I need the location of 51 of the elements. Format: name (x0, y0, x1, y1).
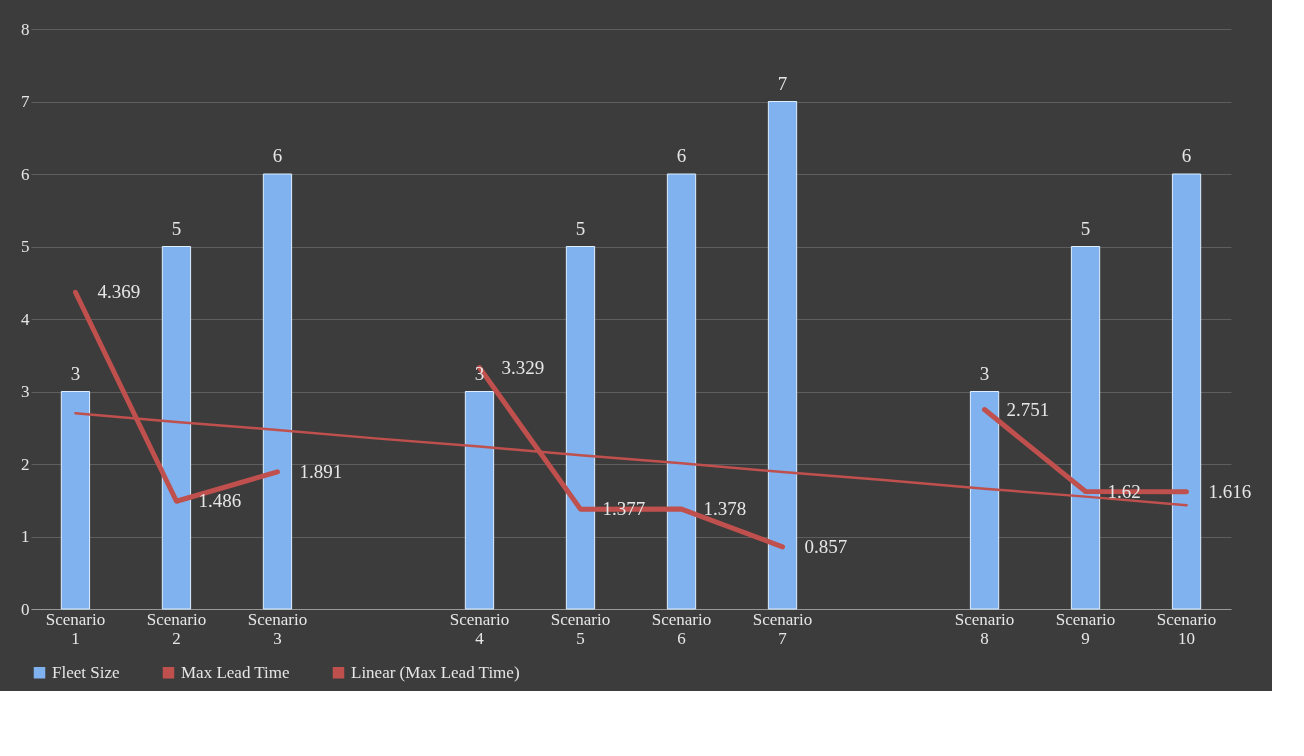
y-tick-label: 0 (21, 599, 30, 619)
bar (767, 101, 798, 610)
bar (1070, 246, 1101, 610)
data-label: 4.369 (97, 281, 141, 303)
bar (464, 391, 495, 610)
bar (1171, 173, 1202, 610)
data-label: 5 (1080, 217, 1091, 239)
x-tick-label: Scenario 7 (752, 609, 813, 648)
x-tick-label: Scenario 10 (1156, 609, 1217, 648)
data-label: 2.751 (1006, 398, 1050, 420)
y-tick-label: 3 (21, 382, 30, 401)
x-tick-label: Scenario 3 (247, 609, 308, 648)
bar (969, 391, 1000, 610)
legend-label: Fleet Size (52, 662, 120, 682)
bar (262, 173, 293, 610)
data-label: 0.857 (804, 535, 848, 557)
data-label: 6 (1181, 145, 1192, 166)
x-tick-label: Scenario 6 (651, 609, 712, 648)
data-label: 3 (70, 362, 81, 384)
data-label: 6 (272, 145, 283, 166)
data-label: 7 (777, 72, 788, 94)
legend-label: Max Lead Time (181, 662, 290, 682)
data-label: 1.62 (1107, 480, 1141, 502)
x-tick-label: Scenario 2 (146, 609, 207, 648)
bar (666, 173, 697, 610)
x-tick-label: Scenario 9 (1055, 609, 1116, 648)
data-label: 1.486 (198, 490, 242, 512)
data-label: 3.329 (501, 356, 545, 378)
bar (60, 391, 91, 610)
y-tick-label: 7 (21, 92, 30, 111)
data-label: 1.891 (299, 460, 343, 482)
y-tick-label: 6 (21, 164, 30, 184)
x-tick-label: Scenario 8 (954, 609, 1015, 648)
y-tick-label: 4 (21, 309, 30, 329)
data-label: 1.378 (703, 498, 747, 520)
data-label: 5 (575, 217, 586, 239)
y-tick-label: 1 (21, 527, 30, 546)
x-tick-label: Scenario 1 (45, 609, 106, 648)
bar (565, 246, 596, 610)
data-label: 1.377 (602, 498, 646, 520)
x-tick-label: Scenario 5 (550, 609, 611, 648)
bar (161, 246, 192, 610)
data-label: 5 (171, 217, 182, 239)
data-label: 1.616 (1208, 480, 1252, 502)
data-label: 6 (676, 145, 687, 166)
data-label: 3 (979, 362, 990, 384)
legend-label: Linear (Max Lead Time) (351, 662, 520, 682)
y-tick-label: 8 (21, 19, 30, 39)
x-tick-label: Scenario 4 (449, 609, 510, 648)
y-tick-label: 2 (21, 454, 30, 474)
y-tick-label: 5 (21, 237, 30, 256)
